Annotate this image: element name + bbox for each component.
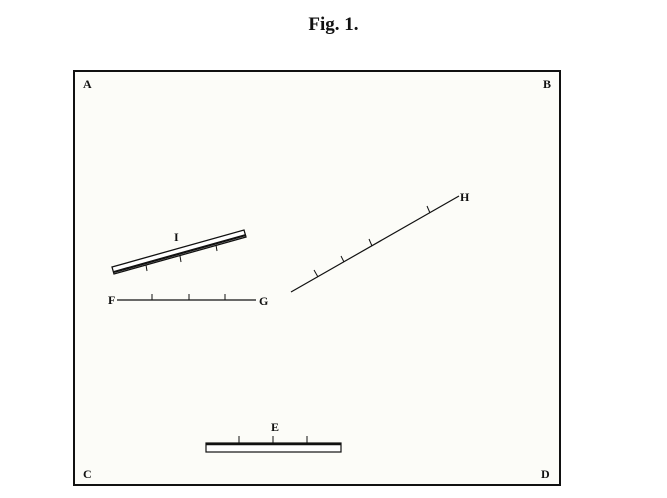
line-h	[290, 195, 460, 293]
corner-label-d: D	[541, 467, 550, 481]
corner-label-c: C	[83, 467, 92, 481]
line-h-tick-4	[426, 205, 431, 214]
line-fg	[117, 294, 256, 301]
line-h-tick-1	[313, 269, 319, 278]
rule-label-e: E	[271, 420, 279, 434]
rule-e	[205, 436, 342, 453]
line-h-stroke	[290, 195, 460, 293]
line-label-g: G	[259, 294, 268, 308]
line-label-h: H	[460, 190, 470, 204]
rule-i	[111, 229, 247, 275]
corner-label-a: A	[83, 77, 92, 91]
line-h-tick-3	[368, 238, 373, 247]
rule-i-tick-1	[145, 264, 148, 272]
rule-i-tick-3	[215, 244, 218, 252]
corner-label-b: B	[543, 77, 551, 91]
rule-label-i: I	[174, 230, 179, 244]
rule-i-tick-2	[179, 255, 182, 263]
line-label-f: F	[108, 293, 115, 307]
board-frame	[73, 70, 561, 486]
line-h-tick-2	[340, 255, 345, 263]
rule-i-edge	[113, 233, 247, 274]
figure-title: Fig. 1.	[308, 14, 359, 35]
